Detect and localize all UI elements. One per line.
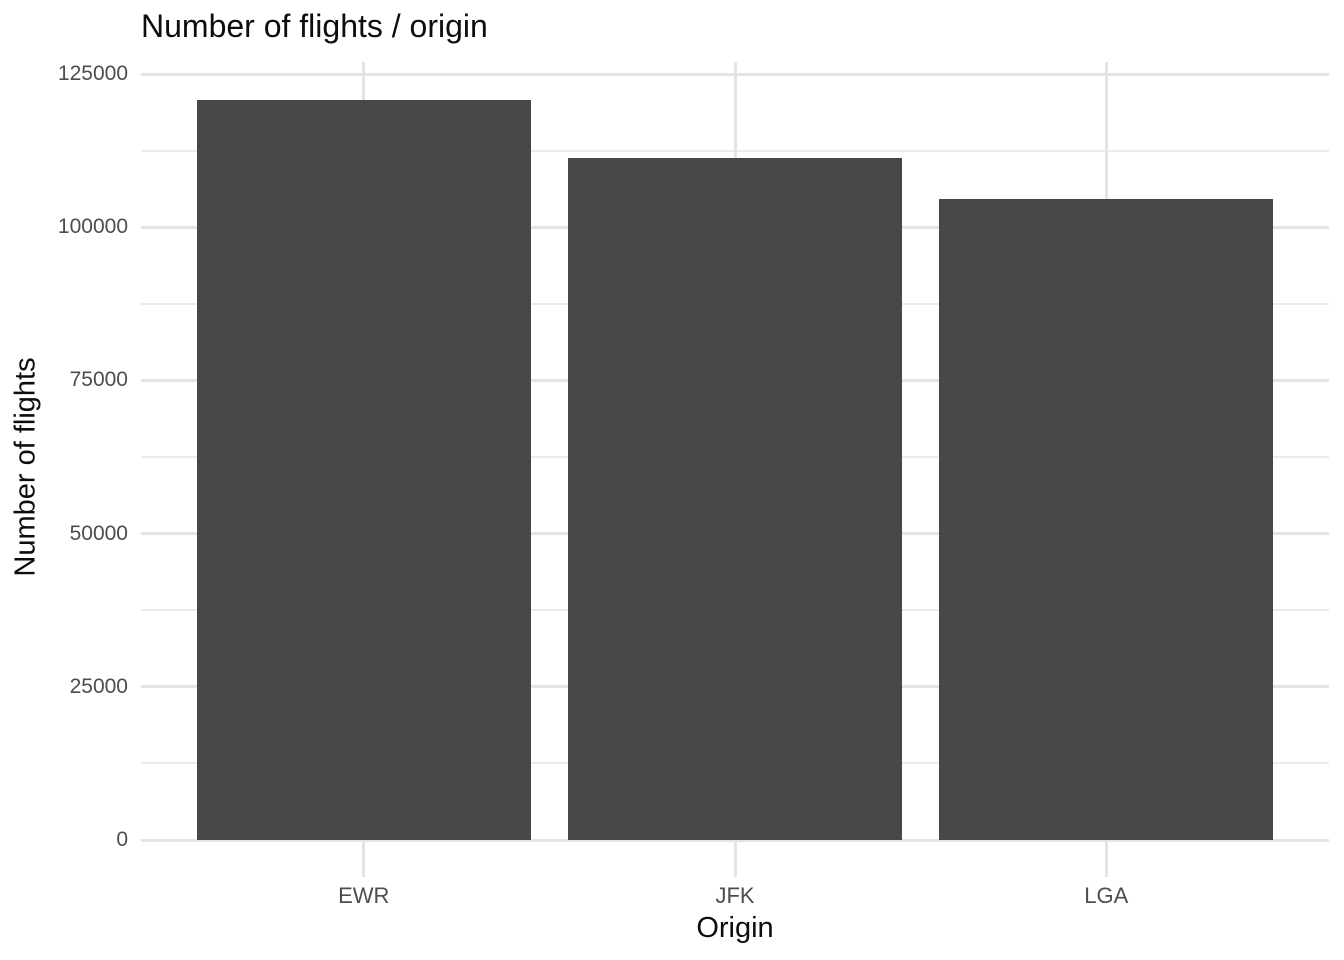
y-tick-label-75000: 75000 xyxy=(69,368,128,392)
bar-jfk xyxy=(567,158,903,840)
y-tick-label-25000: 25000 xyxy=(69,674,128,698)
x-tick-label-lga: LGA xyxy=(1084,883,1129,908)
y-tick-label-0: 0 xyxy=(116,828,128,851)
x-axis-title: Origin xyxy=(696,912,774,944)
chart-title: Number of flights / origin xyxy=(141,8,488,44)
bar-ewr xyxy=(196,99,531,840)
bar-lga xyxy=(939,198,1274,840)
x-tick-label-jfk: JFK xyxy=(715,883,755,908)
y-tick-label-100000: 100000 xyxy=(57,215,128,239)
y-tick-label-50000: 50000 xyxy=(69,521,128,545)
x-tick-label-ewr: EWR xyxy=(338,883,390,908)
y-tick-label-125000: 125000 xyxy=(57,62,128,85)
